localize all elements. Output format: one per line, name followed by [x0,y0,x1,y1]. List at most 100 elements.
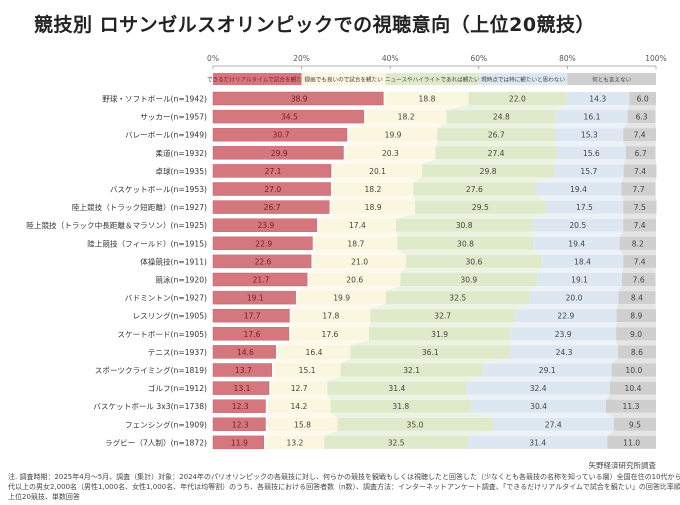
data-label-unknown: 7.4 [634,221,646,230]
bar-realtime [212,290,296,305]
legend-swatch-realtime [213,73,302,85]
connector-unknown [609,376,656,382]
data-label-unknown: 7.4 [634,257,646,266]
legend-label-unknown: 何とも言えない [592,76,632,84]
data-label-highlights: 31.8 [392,402,409,411]
data-label-unknown: 9.0 [630,330,642,339]
bar-not_interested [510,327,617,341]
data-label-not_interested: 19.1 [571,276,588,285]
data-label-not_interested: 19.4 [568,239,585,248]
bar-highlights [350,345,511,359]
bar-unknown [617,345,656,359]
connector-highlights [397,249,542,255]
x-tick-label: 20% [293,54,310,63]
category-label: 競泳(n=1920) [155,275,207,285]
data-label-recorded: 15.8 [294,420,311,429]
footnote-line-3: 上位20競技、単数回答 [8,493,80,501]
data-label-recorded: 18.2 [364,185,381,194]
bar-recorded [271,381,328,395]
category-label: レスリング(n=1905) [133,311,207,321]
bar-highlights [327,381,467,395]
bar-not_interested [535,182,622,196]
connector-not_interested [533,249,624,255]
bar-unknown [627,110,656,124]
connector-recorded [333,159,436,165]
bar-realtime [212,236,313,251]
bar-unknown [618,291,656,305]
bar-realtime [212,399,266,413]
data-label-realtime: 17.6 [244,330,261,339]
bar-realtime [212,127,348,142]
connector-unknown [618,286,656,292]
x-tick-label: 0% [207,54,219,63]
data-label-not_interested: 32.4 [530,384,547,393]
connector-unknown [616,304,656,310]
bar-highlights [406,254,542,268]
data-label-not_interested: 14.3 [589,95,606,104]
data-label-recorded: 17.6 [321,330,338,339]
bar-not_interested [541,254,624,268]
bar-highlights [468,92,567,105]
category-label: ラグビー（7人制）(n=1872) [105,437,207,447]
data-label-realtime: 38.9 [291,95,308,104]
bar-unknown [623,200,657,214]
connector-highlights [395,213,546,219]
connector-recorded [365,105,469,111]
bar-realtime [212,381,270,395]
connector-not_interested [510,340,618,346]
bar-recorded [349,128,438,142]
legend-label-not_interested: 現時点では特に観たいと思わない [481,76,565,84]
connector-not_interested [466,376,612,382]
connector-recorded [290,322,371,328]
connector-highlights [327,394,472,400]
data-label-unknown: 8.2 [632,239,644,248]
bar-realtime [212,417,266,432]
bar-highlights [422,164,555,178]
legend-swatch-recorded [301,73,386,85]
bar-unknown [629,92,656,105]
connector-recorded [267,412,338,418]
bar-recorded [267,399,331,413]
bar-realtime [212,91,384,106]
x-tick-label: 40% [382,54,399,63]
data-label-realtime: 19.1 [247,294,264,303]
legend-label-highlights: ニュースやハイライトであれば観たい [385,76,480,84]
data-label-unknown: 10.4 [625,384,642,393]
category-label: 野球・ソフトボール(n=1942) [102,94,207,104]
data-label-highlights: 32.5 [388,438,405,447]
connector-highlights [385,286,538,292]
data-label-recorded: 18.2 [398,113,415,122]
bar-highlights [397,236,534,250]
bar-realtime [212,327,290,341]
bar-highlights [437,128,556,142]
data-label-realtime: 27.1 [265,167,282,176]
category-label: バドミントン(n=1927) [125,294,207,303]
connector-unknown [607,430,656,436]
data-label-not_interested: 23.9 [555,330,572,339]
x-tick-label: 60% [470,54,487,63]
bar-not_interested [471,399,606,413]
x-tick-label: 100% [645,54,666,63]
connector-recorded [331,195,416,201]
data-label-not_interested: 20.5 [569,221,586,230]
bar-highlights [395,218,533,232]
connector-not_interested [466,394,610,400]
category-label: 柔道(n=1932) [155,148,207,158]
category-label: 陸上競技（トラック中長距離＆マラソン）(n=1925) [26,220,207,230]
connector-unknown [623,123,656,129]
data-label-realtime: 14.6 [237,348,254,357]
data-label-recorded: 16.4 [306,348,323,357]
data-label-highlights: 30.8 [457,239,474,248]
connector-recorded [313,249,407,255]
connector-recorded [277,340,369,346]
connector-unknown [621,195,657,201]
bar-not_interested [466,381,610,395]
bar-recorded [273,363,341,377]
bar-realtime [212,308,290,323]
data-label-highlights: 27.4 [488,149,505,158]
data-label-highlights: 31.9 [431,330,448,339]
data-label-recorded: 19.9 [333,294,350,303]
connector-not_interested [510,322,617,328]
connector-highlights [330,412,493,418]
connector-unknown [623,159,657,165]
